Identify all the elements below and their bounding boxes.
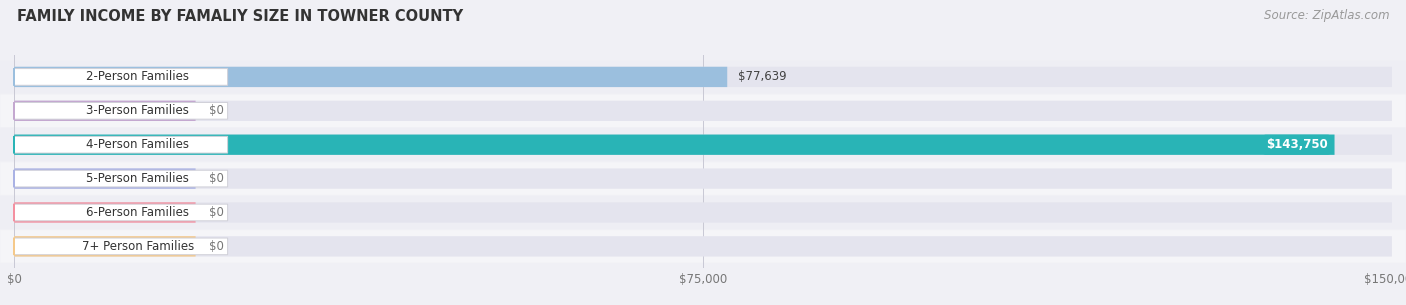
Text: 7+ Person Families: 7+ Person Families — [82, 240, 194, 253]
Text: $77,639: $77,639 — [738, 70, 787, 84]
FancyBboxPatch shape — [0, 230, 1406, 263]
FancyBboxPatch shape — [14, 236, 1392, 257]
FancyBboxPatch shape — [14, 170, 228, 187]
Text: $0: $0 — [209, 104, 224, 117]
Text: FAMILY INCOME BY FAMALIY SIZE IN TOWNER COUNTY: FAMILY INCOME BY FAMALIY SIZE IN TOWNER … — [17, 9, 463, 24]
Text: 5-Person Families: 5-Person Families — [87, 172, 190, 185]
FancyBboxPatch shape — [14, 204, 228, 221]
FancyBboxPatch shape — [14, 101, 195, 121]
Text: $143,750: $143,750 — [1265, 138, 1327, 151]
Text: $0: $0 — [209, 240, 224, 253]
FancyBboxPatch shape — [0, 128, 1406, 161]
FancyBboxPatch shape — [14, 101, 1392, 121]
FancyBboxPatch shape — [14, 69, 228, 85]
FancyBboxPatch shape — [14, 135, 1392, 155]
FancyBboxPatch shape — [14, 102, 228, 119]
FancyBboxPatch shape — [14, 202, 195, 223]
Text: 4-Person Families: 4-Person Families — [86, 138, 190, 151]
FancyBboxPatch shape — [14, 238, 228, 255]
FancyBboxPatch shape — [0, 95, 1406, 127]
FancyBboxPatch shape — [0, 196, 1406, 229]
Text: 2-Person Families: 2-Person Families — [86, 70, 190, 84]
FancyBboxPatch shape — [14, 168, 195, 189]
FancyBboxPatch shape — [14, 67, 1392, 87]
Text: 6-Person Families: 6-Person Families — [86, 206, 190, 219]
Text: $0: $0 — [209, 172, 224, 185]
FancyBboxPatch shape — [14, 236, 195, 257]
FancyBboxPatch shape — [0, 162, 1406, 195]
FancyBboxPatch shape — [14, 136, 228, 153]
Text: $0: $0 — [209, 206, 224, 219]
FancyBboxPatch shape — [0, 61, 1406, 93]
FancyBboxPatch shape — [14, 135, 1334, 155]
Text: Source: ZipAtlas.com: Source: ZipAtlas.com — [1264, 9, 1389, 22]
Text: 3-Person Families: 3-Person Families — [87, 104, 190, 117]
FancyBboxPatch shape — [14, 67, 727, 87]
FancyBboxPatch shape — [14, 202, 1392, 223]
FancyBboxPatch shape — [14, 168, 1392, 189]
